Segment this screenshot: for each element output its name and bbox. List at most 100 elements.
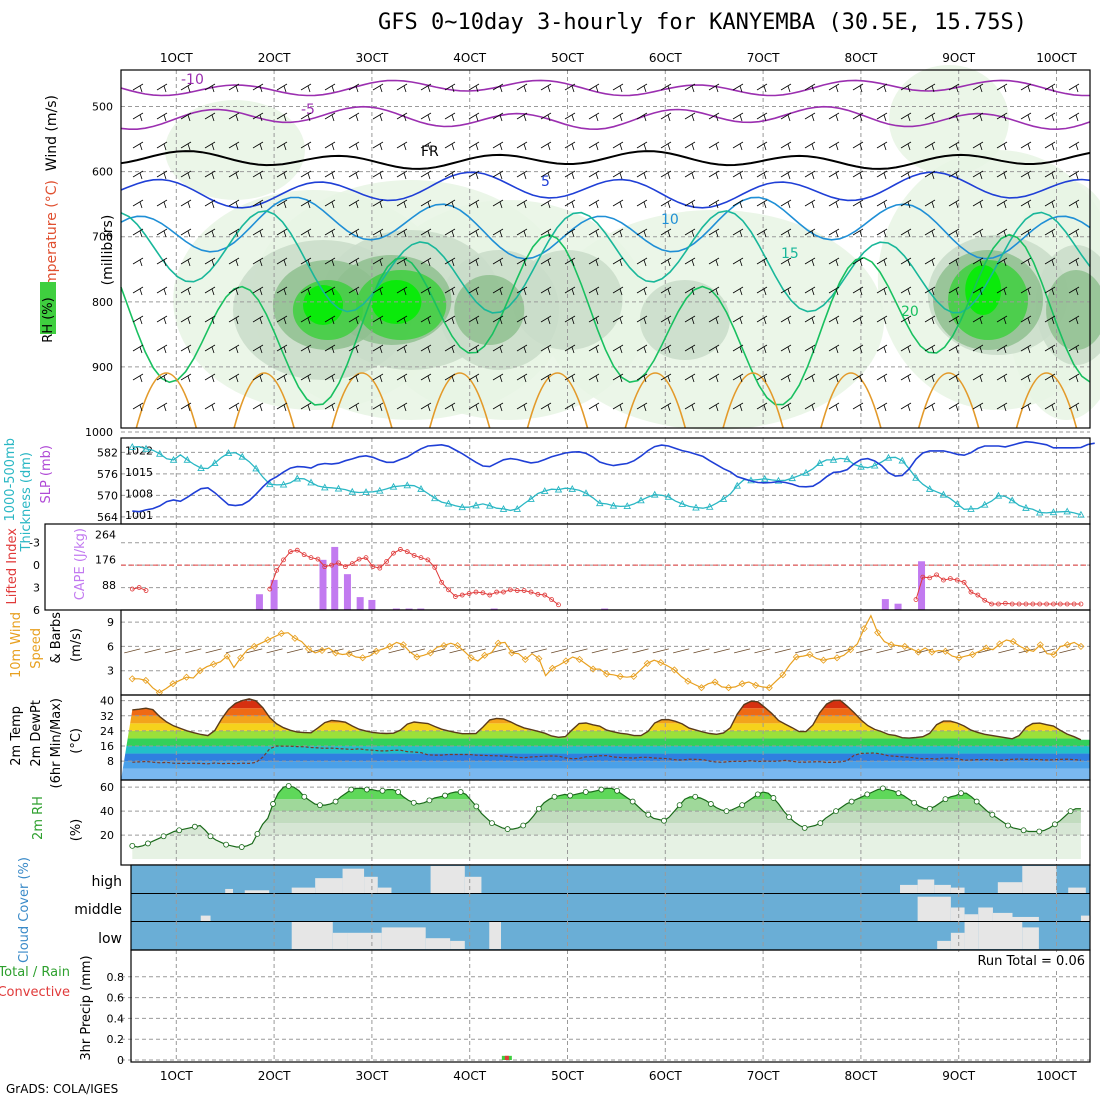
thickness-point xyxy=(994,491,1003,499)
wind-barb xyxy=(156,228,168,238)
bottom-date-label: 5OCT xyxy=(551,1069,584,1083)
wind-barb xyxy=(780,228,792,238)
wind-barb xyxy=(876,170,888,180)
wind-barb xyxy=(876,141,888,151)
cape-bar xyxy=(368,599,376,610)
precip-legend-total: Total / Rain xyxy=(0,965,70,980)
wind-barb xyxy=(828,373,840,383)
surface-wind-barb xyxy=(225,648,243,654)
wind-barb xyxy=(636,402,648,412)
thickness-point xyxy=(705,502,714,510)
wind-barb xyxy=(276,344,288,354)
wind-barb xyxy=(876,228,888,238)
cape-tick-label: 88 xyxy=(102,579,116,592)
wind-barb xyxy=(876,315,888,325)
thickness-point xyxy=(760,474,769,482)
wind-barb xyxy=(900,286,912,296)
thickness-point xyxy=(513,505,522,512)
wind-barb xyxy=(900,141,912,151)
thickness-point xyxy=(719,494,728,502)
surface-wind-barb xyxy=(510,648,527,654)
top-date-label: 9OCT xyxy=(942,51,975,65)
cloud-block xyxy=(377,887,392,893)
wind-barb xyxy=(396,112,408,122)
wind-barb xyxy=(780,170,792,180)
wind-barb xyxy=(180,402,192,412)
wind-barb xyxy=(468,402,480,412)
wind-barb xyxy=(276,170,288,180)
wind-barb xyxy=(324,257,336,267)
li-tick-label: 6 xyxy=(33,604,40,617)
wind-barb xyxy=(660,141,672,151)
cloud-block xyxy=(332,932,348,949)
wind-barb xyxy=(732,112,744,122)
li-point xyxy=(391,550,396,556)
wind-barb xyxy=(660,373,672,383)
li-point xyxy=(934,572,939,578)
wind-barb xyxy=(228,257,240,267)
thickness-point xyxy=(554,485,563,493)
wind-barb xyxy=(780,402,792,412)
li-point xyxy=(404,549,410,555)
wind-speed-line xyxy=(132,614,1082,694)
rh-point xyxy=(238,844,245,850)
wind-barb xyxy=(852,402,864,412)
wind-barb xyxy=(852,373,864,383)
rh-point xyxy=(145,840,151,847)
wind-barb xyxy=(684,286,696,296)
wind-barb xyxy=(180,315,192,325)
wind-barb xyxy=(204,373,216,383)
wind-barb xyxy=(444,199,456,209)
wind-barb xyxy=(540,228,552,238)
rh-point xyxy=(535,805,542,812)
wind-barb xyxy=(252,112,264,122)
thickness-point xyxy=(568,484,577,492)
wind-barb xyxy=(1020,199,1032,209)
thickness-point xyxy=(925,484,934,492)
thickness-point xyxy=(967,505,975,512)
wind-barb xyxy=(684,228,696,238)
wind-barb xyxy=(900,199,912,209)
wind-barb xyxy=(540,315,552,325)
bottom-date-label: 4OCT xyxy=(453,1069,486,1083)
wind-barb xyxy=(204,112,216,122)
rh-point xyxy=(645,811,652,818)
thickness-point xyxy=(678,499,686,507)
wind-barb xyxy=(348,373,360,383)
wind-barb xyxy=(420,286,432,296)
li-point xyxy=(274,567,280,573)
wind-barb xyxy=(1044,141,1056,151)
thickness-point xyxy=(169,455,178,463)
wind-speed-point xyxy=(630,672,638,680)
wind-barb xyxy=(444,141,456,151)
surface-wind-barb xyxy=(591,648,608,654)
thickness-tick-label: 582 xyxy=(97,446,118,459)
wind-barb xyxy=(684,402,696,412)
wind-barb xyxy=(300,228,312,238)
wind-speed-point xyxy=(779,671,787,679)
wind-barb xyxy=(132,199,144,209)
wind-barb xyxy=(132,344,144,354)
wind-speed-point xyxy=(874,629,882,637)
wind-barb xyxy=(732,257,744,267)
warm-contour xyxy=(428,372,491,429)
wind-barb xyxy=(852,83,864,93)
wind-barb xyxy=(324,199,336,209)
wind-speed-point xyxy=(860,625,868,633)
wind-barb xyxy=(924,112,936,122)
thickness-point xyxy=(870,461,879,469)
rh-point xyxy=(332,798,339,805)
wind-barb xyxy=(564,315,576,325)
thickness-point xyxy=(1008,496,1016,504)
wind-barb xyxy=(660,257,672,267)
surface-wind-barb xyxy=(652,648,669,654)
wind-barb xyxy=(828,257,840,267)
thickness-point xyxy=(1035,508,1044,516)
wind-barb xyxy=(492,344,504,354)
wind-barb xyxy=(1020,344,1032,354)
wind-barb xyxy=(804,257,816,267)
wind-barb xyxy=(492,373,504,383)
wind-barb xyxy=(612,315,624,325)
bottom-date-label: 1OCT xyxy=(160,1069,193,1083)
wind-barb xyxy=(324,83,336,93)
